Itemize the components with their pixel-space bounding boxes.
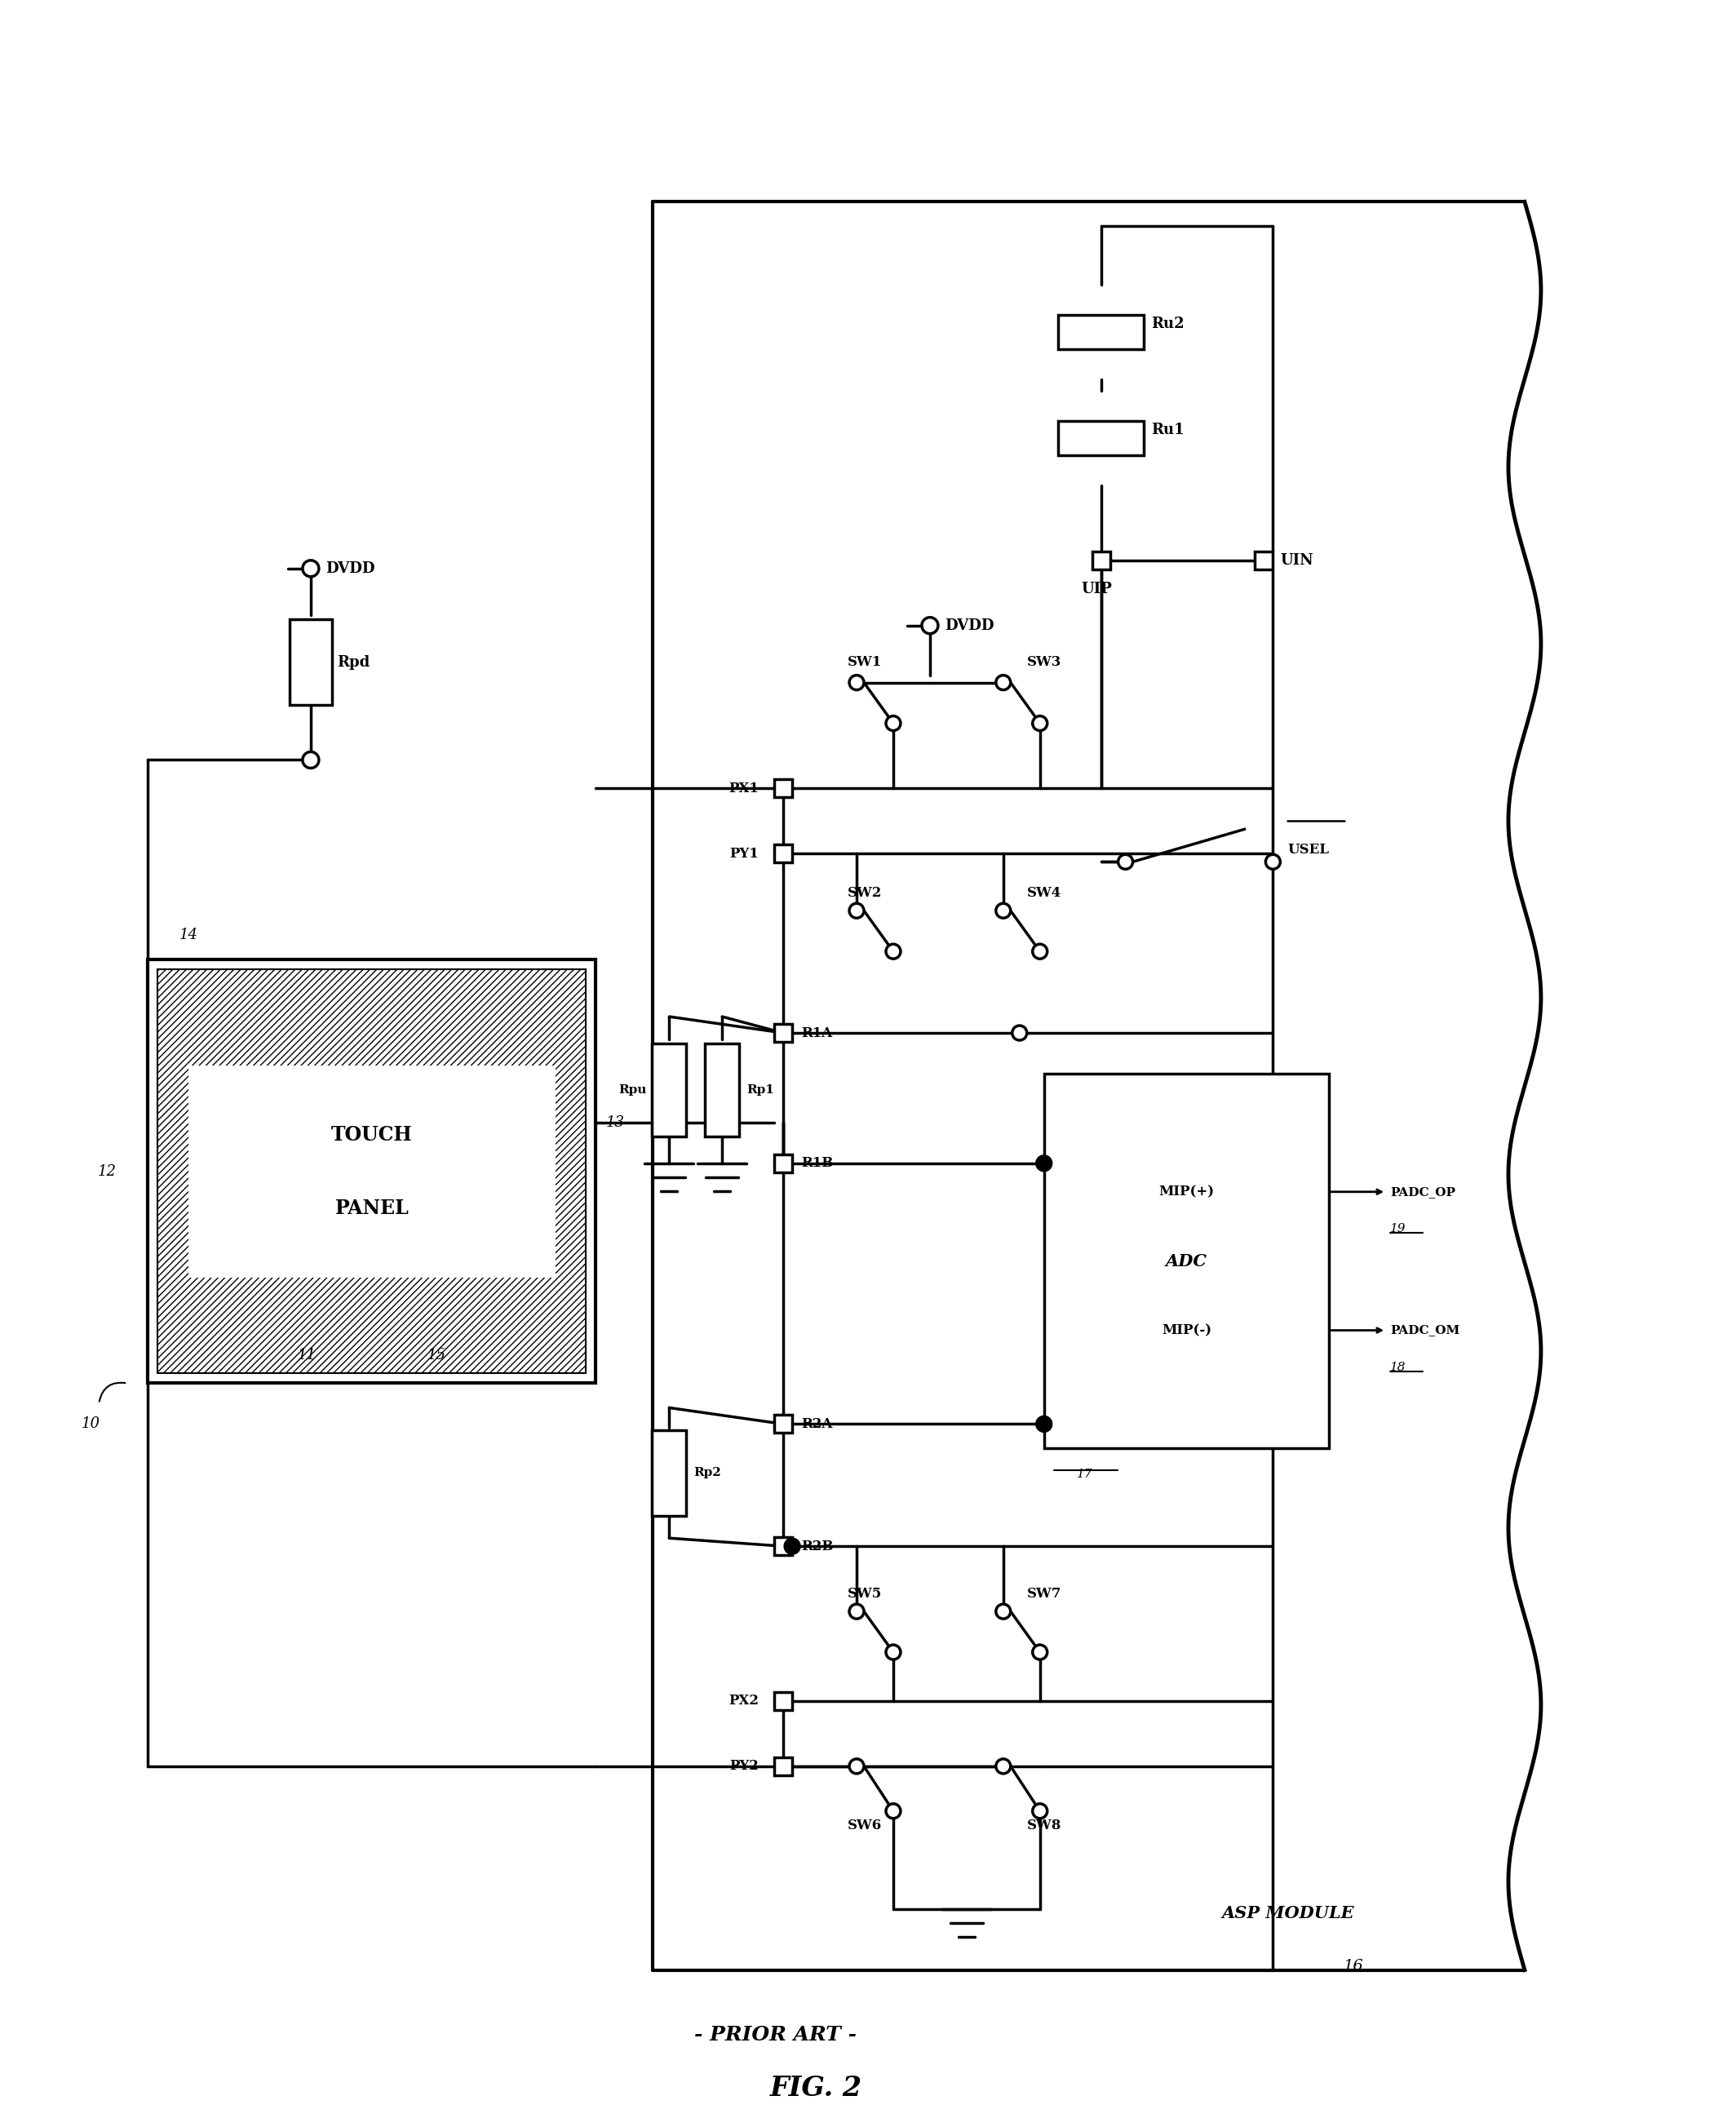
Bar — [290, 618, 332, 705]
Bar — [774, 1415, 792, 1434]
Text: MIP(-): MIP(-) — [1161, 1324, 1212, 1336]
Text: DVDD: DVDD — [325, 561, 375, 576]
Circle shape — [785, 1538, 800, 1555]
Circle shape — [885, 1805, 901, 1819]
Text: FIG. 2: FIG. 2 — [769, 2076, 863, 2101]
Text: SW8: SW8 — [1026, 1819, 1061, 1832]
Text: ASP MODULE: ASP MODULE — [1222, 1904, 1354, 1921]
Text: 11: 11 — [297, 1347, 316, 1362]
Text: SW1: SW1 — [847, 654, 882, 669]
Bar — [705, 1042, 740, 1137]
Circle shape — [1033, 716, 1047, 731]
Circle shape — [302, 561, 319, 576]
Bar — [1059, 421, 1144, 455]
Bar — [774, 1023, 792, 1042]
Bar — [774, 1154, 792, 1171]
Circle shape — [1012, 1025, 1028, 1040]
Text: MIP(+): MIP(+) — [1158, 1184, 1215, 1199]
Text: Rp1: Rp1 — [746, 1084, 774, 1095]
Bar — [653, 1042, 686, 1137]
Circle shape — [996, 676, 1010, 690]
Text: SW6: SW6 — [847, 1819, 882, 1832]
Circle shape — [885, 716, 901, 731]
Text: R1A: R1A — [802, 1025, 832, 1040]
Text: 18: 18 — [1391, 1362, 1406, 1372]
Text: Rpd: Rpd — [337, 654, 370, 669]
Bar — [189, 1065, 556, 1277]
Circle shape — [922, 616, 937, 633]
Text: Ru2: Ru2 — [1151, 318, 1184, 330]
Circle shape — [1036, 1417, 1052, 1432]
Text: Rp2: Rp2 — [694, 1468, 720, 1478]
Text: USEL: USEL — [1288, 843, 1330, 856]
Circle shape — [849, 1603, 865, 1618]
Bar — [774, 845, 792, 862]
Circle shape — [849, 904, 865, 917]
Text: PADC_OP: PADC_OP — [1391, 1186, 1455, 1197]
Circle shape — [1266, 854, 1279, 868]
Text: - PRIOR ART -: - PRIOR ART - — [694, 2025, 856, 2044]
Circle shape — [1033, 945, 1047, 959]
Circle shape — [996, 904, 1010, 917]
Text: UIN: UIN — [1279, 553, 1314, 568]
Bar — [1043, 1074, 1330, 1449]
Text: SW7: SW7 — [1026, 1586, 1061, 1601]
Bar — [774, 1538, 792, 1555]
Circle shape — [1036, 1154, 1052, 1171]
Circle shape — [996, 1603, 1010, 1618]
Text: 17: 17 — [1076, 1470, 1092, 1480]
Circle shape — [1033, 1646, 1047, 1661]
Circle shape — [1033, 1805, 1047, 1819]
Text: PX2: PX2 — [729, 1694, 759, 1707]
Circle shape — [1118, 854, 1134, 868]
Text: SW3: SW3 — [1026, 654, 1061, 669]
Text: ADC: ADC — [1167, 1254, 1207, 1269]
Circle shape — [849, 1758, 865, 1773]
Text: 14: 14 — [179, 928, 198, 943]
Bar — [774, 1692, 792, 1709]
Circle shape — [996, 1758, 1010, 1773]
Circle shape — [302, 752, 319, 769]
Text: SW4: SW4 — [1026, 885, 1061, 900]
Text: 16: 16 — [1344, 1959, 1364, 1974]
Text: DVDD: DVDD — [944, 618, 995, 633]
Text: PANEL: PANEL — [335, 1199, 410, 1218]
Text: SW5: SW5 — [847, 1586, 882, 1601]
Text: R2B: R2B — [802, 1540, 833, 1552]
Text: PX1: PX1 — [729, 782, 759, 796]
Text: 15: 15 — [427, 1347, 446, 1362]
Bar — [1255, 551, 1272, 570]
Bar — [148, 959, 595, 1383]
Circle shape — [885, 945, 901, 959]
Bar — [653, 1430, 686, 1516]
Text: PADC_OM: PADC_OM — [1391, 1324, 1460, 1336]
Bar — [1059, 316, 1144, 349]
Text: R2A: R2A — [802, 1417, 833, 1432]
Text: SW2: SW2 — [847, 885, 882, 900]
Text: 10: 10 — [82, 1417, 101, 1432]
Text: Rpu: Rpu — [618, 1084, 646, 1095]
Text: Ru1: Ru1 — [1151, 424, 1184, 436]
Bar — [774, 779, 792, 798]
Text: PY1: PY1 — [729, 847, 759, 860]
Bar — [1092, 551, 1109, 570]
Bar — [774, 1758, 792, 1775]
Text: PY2: PY2 — [729, 1760, 759, 1773]
Text: TOUCH: TOUCH — [332, 1125, 413, 1144]
Text: R1B: R1B — [802, 1156, 833, 1171]
Text: UIP: UIP — [1082, 582, 1113, 595]
Circle shape — [885, 1646, 901, 1661]
Bar — [158, 970, 587, 1372]
Circle shape — [849, 676, 865, 690]
Text: 19: 19 — [1391, 1222, 1406, 1235]
Text: 13: 13 — [606, 1116, 625, 1129]
Text: 12: 12 — [97, 1165, 116, 1180]
